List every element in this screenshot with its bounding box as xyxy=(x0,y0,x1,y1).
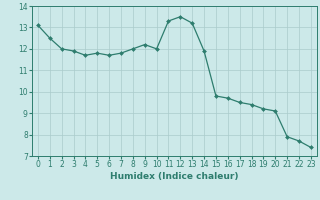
X-axis label: Humidex (Indice chaleur): Humidex (Indice chaleur) xyxy=(110,172,239,181)
